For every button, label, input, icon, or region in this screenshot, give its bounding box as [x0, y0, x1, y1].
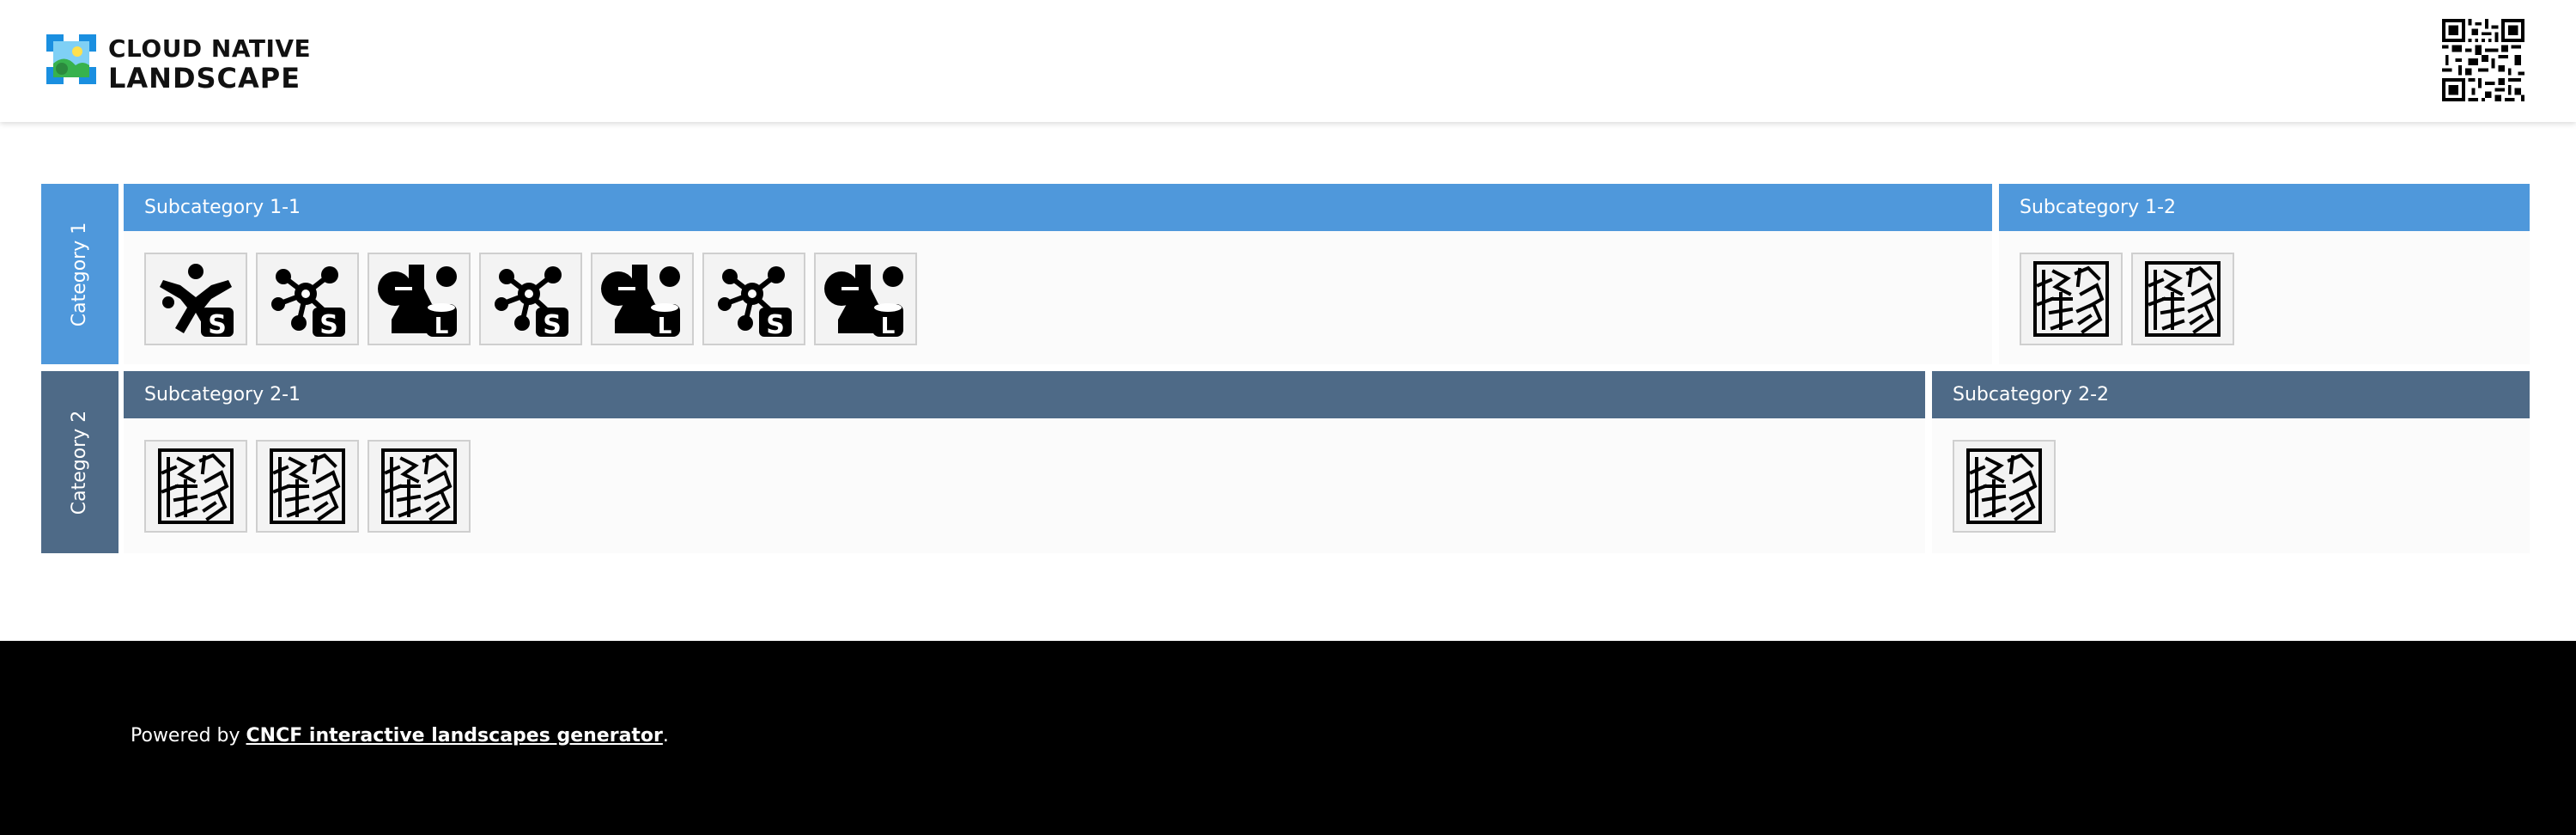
landscape-logo-icon [46, 34, 96, 84]
seal-stamp-icon [1963, 447, 2045, 526]
network-nodes-icon [266, 259, 349, 338]
landscape-item[interactable] [144, 253, 247, 345]
landscape-item[interactable] [814, 253, 917, 345]
footer-prefix: Powered by [131, 725, 246, 747]
qr-code-icon[interactable] [2442, 19, 2524, 101]
category-2-title: Category 2 [69, 410, 91, 515]
subcategory-1-1-items [144, 253, 917, 345]
subcategory-1-1-header: Subcategory 1-1 [124, 184, 1992, 231]
footer: Powered by CNCF interactive landscapes g… [0, 641, 2576, 835]
landscape-item[interactable] [479, 253, 582, 345]
generator-link[interactable]: CNCF interactive landscapes generator [246, 725, 663, 747]
seal-stamp-icon [378, 447, 460, 526]
flask-icon [824, 259, 907, 338]
subcategory-1-1: Subcategory 1-1 [124, 184, 1992, 364]
subcategory-2-2-header: Subcategory 2-2 [1932, 371, 2530, 418]
logo-title-line2: LANDSCAPE [108, 62, 301, 94]
subcategory-2-1-header: Subcategory 2-1 [124, 371, 1925, 418]
landscape-item[interactable] [2131, 253, 2234, 345]
landscape-item[interactable] [702, 253, 805, 345]
landscape-logo[interactable]: CLOUD NATIVE LANDSCAPE [46, 34, 313, 93]
footer-suffix: . [662, 725, 669, 747]
cross-people-icon [155, 259, 237, 338]
category-1-label: Category 1 [41, 184, 118, 364]
header: CLOUD NATIVE LANDSCAPE [0, 0, 2576, 122]
subcategory-1-2: Subcategory 1-2 [1999, 184, 2530, 364]
category-2-label: Category 2 [41, 371, 118, 553]
landscape-item[interactable] [368, 440, 471, 533]
seal-stamp-icon [2030, 259, 2112, 338]
footer-text: Powered by CNCF interactive landscapes g… [131, 725, 669, 747]
seal-stamp-icon [266, 447, 349, 526]
network-nodes-icon [489, 259, 572, 338]
network-nodes-icon [713, 259, 795, 338]
flask-icon [378, 259, 460, 338]
landscape-item[interactable] [256, 440, 359, 533]
subcategory-2-1-items [144, 440, 471, 533]
landscape-item[interactable] [256, 253, 359, 345]
landscape-item[interactable] [144, 440, 247, 533]
landscape-item[interactable] [368, 253, 471, 345]
flask-icon [601, 259, 683, 338]
seal-stamp-icon [155, 447, 237, 526]
seal-stamp-icon [2142, 259, 2224, 338]
landscape-item[interactable] [2020, 253, 2123, 345]
logo-title-line1: CLOUD NATIVE [108, 34, 312, 63]
subcategory-1-2-items [2020, 253, 2234, 345]
landscape-item[interactable] [591, 253, 694, 345]
subcategory-2-1: Subcategory 2-1 [124, 371, 1925, 553]
subcategory-2-2-items [1953, 440, 2056, 533]
subcategory-1-2-header: Subcategory 1-2 [1999, 184, 2530, 231]
subcategory-2-2: Subcategory 2-2 [1932, 371, 2530, 553]
landscape-item[interactable] [1953, 440, 2056, 533]
category-1-title: Category 1 [69, 222, 91, 326]
